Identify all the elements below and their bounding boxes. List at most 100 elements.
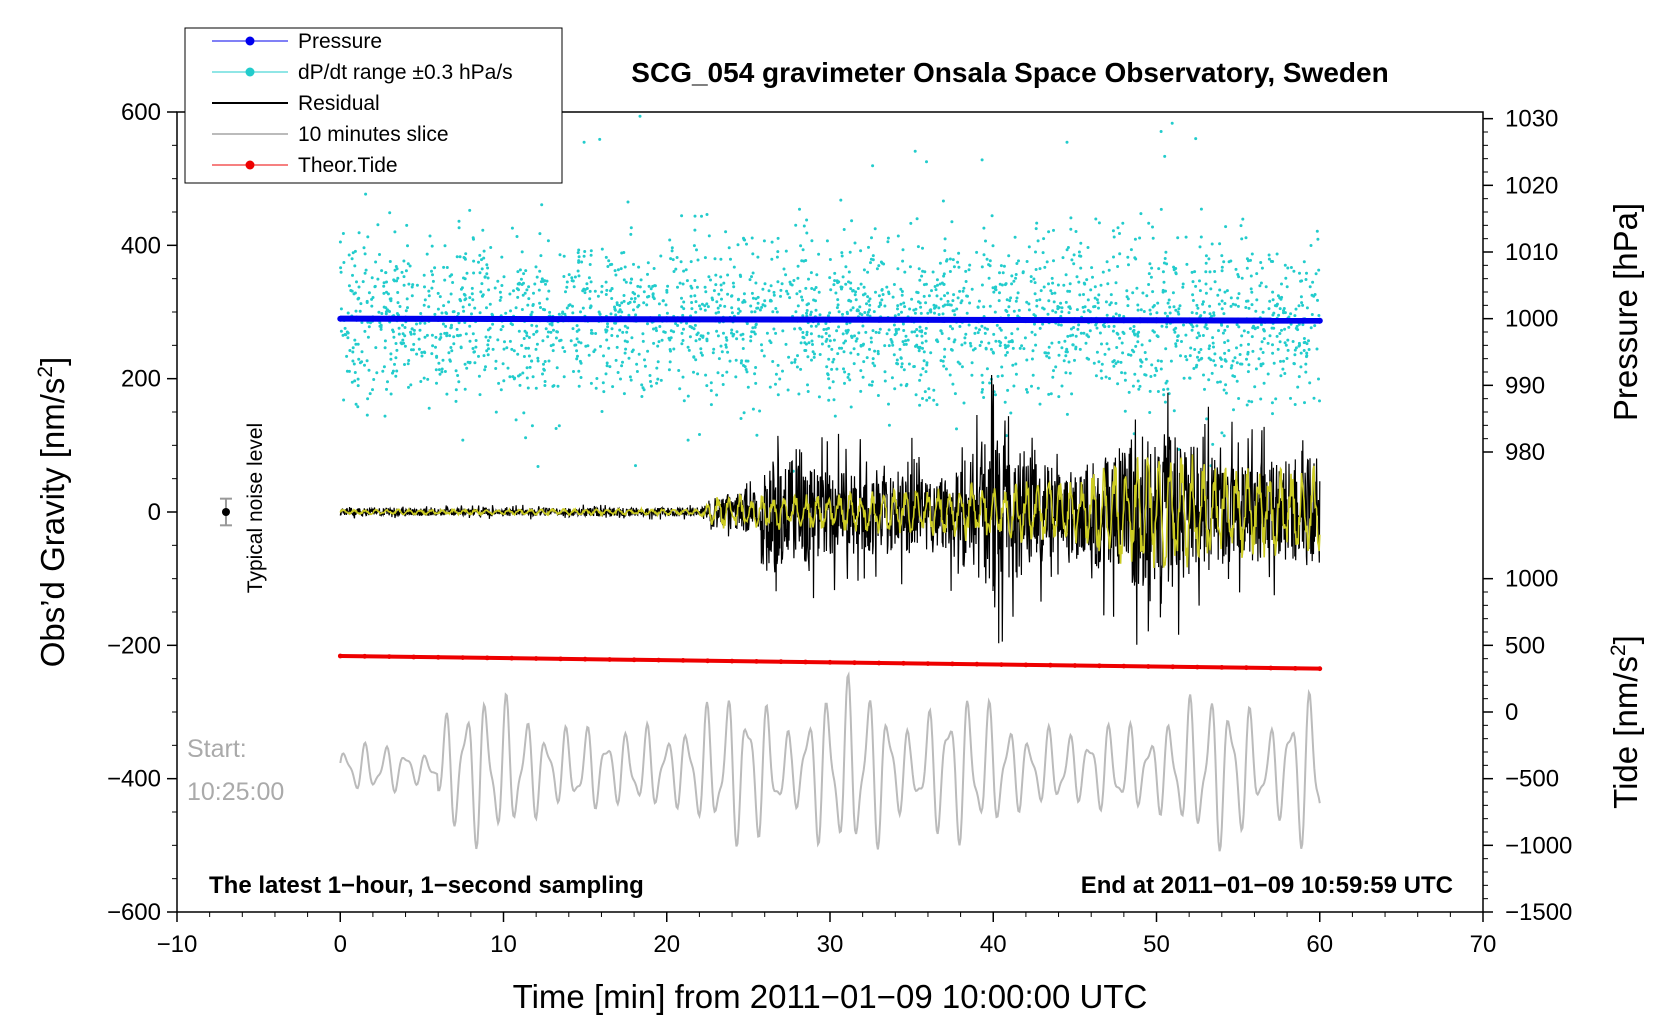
dpdt-point [724,345,728,349]
dpdt-point [868,347,871,351]
dpdt-point [657,314,661,317]
dpdt-point [555,330,559,334]
dpdt-point [1139,308,1143,312]
dpdt-point [899,302,903,306]
dpdt-point [1078,347,1082,351]
dpdt-point [1220,299,1224,303]
dpdt-point [1163,154,1167,158]
dpdt-point [1167,298,1171,302]
dpdt-point [1272,361,1276,365]
dpdt-point [620,301,624,305]
pressure-point [647,316,654,323]
dpdt-point [743,365,747,369]
dpdt-point [420,351,424,354]
dpdt-point [563,312,567,316]
dpdt-point [1074,230,1078,233]
dpdt-point [536,359,540,363]
dpdt-point [520,344,524,347]
dpdt-point [352,292,356,296]
dpdt-point [649,287,653,291]
dpdt-point [924,326,928,330]
dpdt-point [427,305,431,309]
dpdt-point [630,350,634,354]
dpdt-point [893,314,897,318]
pressure-point [451,315,458,322]
dpdt-point [658,325,662,328]
dpdt-point [1305,306,1309,310]
dpdt-point [543,360,547,363]
dpdt-point [680,214,684,218]
dpdt-point [1133,256,1137,260]
dpdt-point [1005,351,1009,354]
dpdt-point [790,361,794,365]
dpdt-point [1281,367,1285,371]
dpdt-point [1065,248,1069,252]
dpdt-point [1016,314,1020,318]
dpdt-point [951,382,955,386]
dpdt-point [478,253,482,257]
dpdt-point [955,307,959,311]
dpdt-point [552,328,555,332]
dpdt-point [997,339,1001,343]
legend-marker [245,160,255,170]
pressure-point [1186,317,1193,324]
dpdt-point [956,296,960,300]
dpdt-point [818,353,822,356]
dpdt-point [672,330,676,334]
dpdt-point [827,377,831,381]
dpdt-point [463,257,467,261]
dpdt-point [1025,390,1029,394]
dpdt-point [1171,291,1175,295]
dpdt-point [422,303,426,307]
dpdt-point [637,265,641,269]
pressure-point [402,315,409,322]
dpdt-point [855,337,859,341]
dpdt-point [1301,323,1305,327]
dpdt-point [499,328,503,332]
dpdt-point [478,271,482,275]
dpdt-point [854,298,858,302]
dpdt-point [703,304,707,308]
dpdt-point [415,283,419,287]
dpdt-point [575,357,579,361]
dpdt-point [655,366,659,370]
dpdt-point [1168,305,1172,309]
dpdt-point [1271,343,1274,347]
dpdt-point [472,259,476,263]
dpdt-point [985,367,989,371]
dpdt-point [810,358,813,362]
dpdt-point [914,344,917,348]
dpdt-point [936,283,939,287]
dpdt-point [876,394,880,397]
dpdt-point [1038,267,1042,271]
dpdt-point [1044,351,1048,355]
dpdt-point [604,293,608,296]
dpdt-point [1086,246,1090,249]
dpdt-point [1060,306,1064,310]
dpdt-point [460,286,464,290]
dpdt-point [385,387,388,391]
dpdt-point [1220,431,1224,435]
dpdt-point [880,298,884,302]
dpdt-point [1079,266,1083,270]
dpdt-point [672,347,676,351]
dpdt-point [1163,257,1167,260]
dpdt-point [1253,385,1257,389]
pressure-point [614,316,621,323]
dpdt-point [580,260,584,264]
dpdt-point [771,360,775,363]
dpdt-point [594,386,598,390]
dpdt-point [471,332,475,336]
dpdt-point [1174,308,1178,312]
dpdt-point [721,383,725,386]
dpdt-point [772,293,776,297]
dpdt-point [527,354,531,358]
dpdt-point [856,352,860,356]
dpdt-point [564,290,567,294]
dpdt-point [1068,289,1072,293]
pressure-point [1022,317,1029,324]
dpdt-point [742,238,746,242]
dpdt-point [769,341,773,345]
dpdt-point [524,269,528,273]
dpdt-point [1283,327,1287,331]
